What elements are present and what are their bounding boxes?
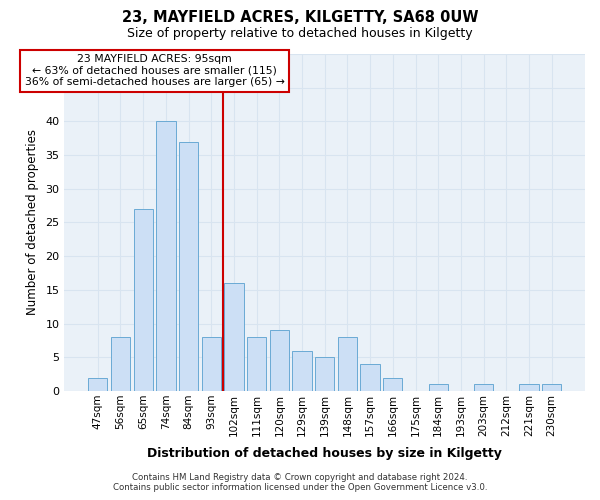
Bar (224, 283, 244, 391)
Bar (338, 337, 357, 391)
Bar (156, 122, 176, 391)
Bar (361, 364, 380, 391)
Bar (383, 378, 403, 391)
Text: Size of property relative to detached houses in Kilgetty: Size of property relative to detached ho… (127, 28, 473, 40)
Bar (88, 378, 107, 391)
Y-axis label: Number of detached properties: Number of detached properties (26, 130, 38, 316)
Bar (270, 330, 289, 391)
Text: Contains HM Land Registry data © Crown copyright and database right 2024.
Contai: Contains HM Land Registry data © Crown c… (113, 473, 487, 492)
Bar (179, 142, 198, 391)
Bar (315, 358, 334, 391)
Bar (292, 350, 311, 391)
X-axis label: Distribution of detached houses by size in Kilgetty: Distribution of detached houses by size … (148, 447, 502, 460)
Bar (202, 337, 221, 391)
Text: 23, MAYFIELD ACRES, KILGETTY, SA68 0UW: 23, MAYFIELD ACRES, KILGETTY, SA68 0UW (122, 10, 478, 25)
Bar (428, 384, 448, 391)
Text: 23 MAYFIELD ACRES: 95sqm
← 63% of detached houses are smaller (115)
36% of semi-: 23 MAYFIELD ACRES: 95sqm ← 63% of detach… (25, 54, 284, 88)
Bar (134, 209, 153, 391)
Bar (247, 337, 266, 391)
Bar (474, 384, 493, 391)
Bar (520, 384, 539, 391)
Bar (542, 384, 562, 391)
Bar (111, 337, 130, 391)
